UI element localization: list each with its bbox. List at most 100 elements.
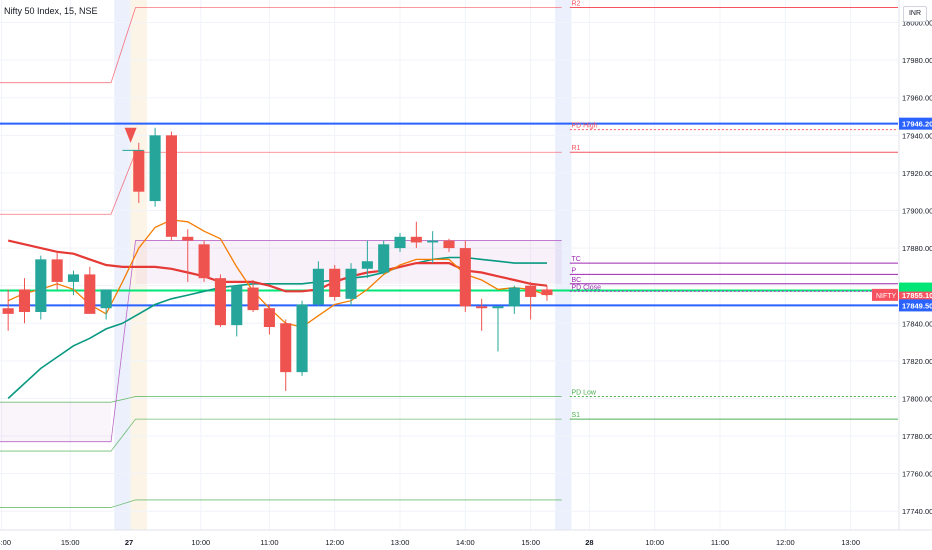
candle: [263, 304, 275, 335]
price-axis-bg: [899, 0, 932, 550]
x-tick-label: 12:00: [776, 538, 795, 547]
x-tick-label: 13:00: [841, 538, 860, 547]
y-tick-label: 18000.00: [902, 19, 932, 28]
pivot-step-s1: [0, 418, 562, 452]
pivot-step-pdlow: [0, 396, 562, 403]
candle-body: [67, 274, 80, 282]
candle-body: [165, 135, 177, 237]
candle: [378, 240, 390, 275]
candle: [459, 240, 471, 312]
candle-body: [35, 259, 47, 312]
y-tick-label: 17980.00: [902, 56, 932, 65]
candle-body: [100, 289, 112, 309]
candle: [18, 278, 31, 324]
currency-button[interactable]: INR: [903, 6, 927, 22]
candle-body: [296, 304, 308, 373]
candle-body: [329, 268, 341, 297]
price-tag-bg: [899, 117, 932, 130]
pivot-label-pd-close: PD Close: [571, 284, 601, 291]
candle-body: [84, 274, 96, 314]
y-tick-label: 17760.00: [902, 470, 932, 479]
candle-body: [51, 259, 63, 282]
candle: [247, 280, 259, 312]
candle: [492, 306, 504, 352]
pivot-label-s1: S1: [571, 412, 580, 419]
y-tick-label: 17800.00: [902, 394, 932, 403]
candle: [214, 274, 226, 328]
candle-body: [427, 240, 439, 243]
candle-body: [312, 268, 324, 305]
x-tick-label: 13:00: [391, 538, 410, 547]
pivot-label-tc: TC: [571, 256, 580, 263]
candle: [35, 255, 47, 320]
candle: [312, 261, 324, 307]
price-tag: 17849.50: [902, 301, 932, 310]
x-tick-label: 12:00: [325, 538, 344, 547]
candle-body: [459, 248, 471, 307]
candle-body: [198, 244, 210, 279]
x-tick-label: 15:00: [521, 538, 540, 547]
x-tick-label: 28: [585, 538, 593, 547]
y-tick-label: 17900.00: [902, 206, 932, 215]
candle-body: [525, 285, 537, 297]
pivot-label-pd-low: PD Low: [571, 390, 596, 397]
candle-body: [263, 308, 275, 328]
candle-body: [2, 308, 14, 314]
x-tick-label: 11:00: [711, 538, 729, 547]
price-tag: 17946.20: [902, 120, 932, 129]
candle-body: [345, 268, 357, 299]
chart-title: Nifty 50 Index, 15, NSE: [4, 6, 98, 16]
y-tick-label: 17740.00: [902, 507, 932, 516]
y-tick-label: 17960.00: [902, 94, 932, 103]
ma-fast-line: [7, 219, 548, 328]
x-tick-label: 14:00: [0, 538, 11, 547]
candle: [410, 221, 422, 249]
candle-body: [492, 306, 504, 309]
y-tick-label: 17840.00: [902, 319, 932, 328]
candle-body: [410, 236, 422, 243]
symbol-tag: NIFTY: [876, 293, 897, 300]
sell-signal-marker: [124, 127, 137, 143]
candle-body: [149, 135, 161, 202]
candle: [100, 289, 112, 320]
candle: [2, 289, 14, 331]
candle: [182, 229, 194, 282]
candle: [67, 270, 80, 296]
candle: [345, 263, 357, 307]
price-tag-bg: [899, 299, 932, 312]
candle: [51, 251, 63, 290]
candle-body: [182, 236, 194, 241]
x-tick-label: 27: [125, 538, 133, 547]
pivot-step-tc: [0, 240, 562, 443]
candle-body: [541, 289, 553, 296]
candle: [165, 131, 177, 241]
price-tag: 17855.10: [902, 291, 932, 300]
ma-slow-line: [7, 256, 547, 399]
cpr-band-prev: [0, 402, 112, 442]
price-tag-bg: [899, 288, 932, 301]
y-tick-label: 17920.00: [902, 169, 932, 178]
y-tick-label: 17820.00: [902, 357, 932, 366]
x-tick-label: 15:00: [61, 538, 80, 547]
y-tick-label: 17940.00: [902, 131, 932, 140]
candle-body: [247, 287, 259, 311]
session-shade-pre: [114, 0, 131, 530]
candle: [84, 266, 96, 314]
candle: [133, 142, 145, 203]
candle: [508, 285, 520, 314]
pivot-label-r1: R1: [571, 145, 580, 152]
candle-body: [508, 287, 520, 307]
candle-body: [133, 150, 145, 192]
candle: [443, 238, 455, 252]
candle: [149, 127, 161, 207]
candle-body: [214, 278, 226, 326]
candle-body: [280, 323, 292, 373]
pivot-label-r2: R2: [571, 1, 580, 8]
pivot-step-r2: [0, 7, 562, 84]
green-level-tag: [899, 282, 932, 292]
candle: [394, 233, 406, 252]
session-shade-close: [555, 0, 572, 530]
candle: [427, 231, 439, 264]
